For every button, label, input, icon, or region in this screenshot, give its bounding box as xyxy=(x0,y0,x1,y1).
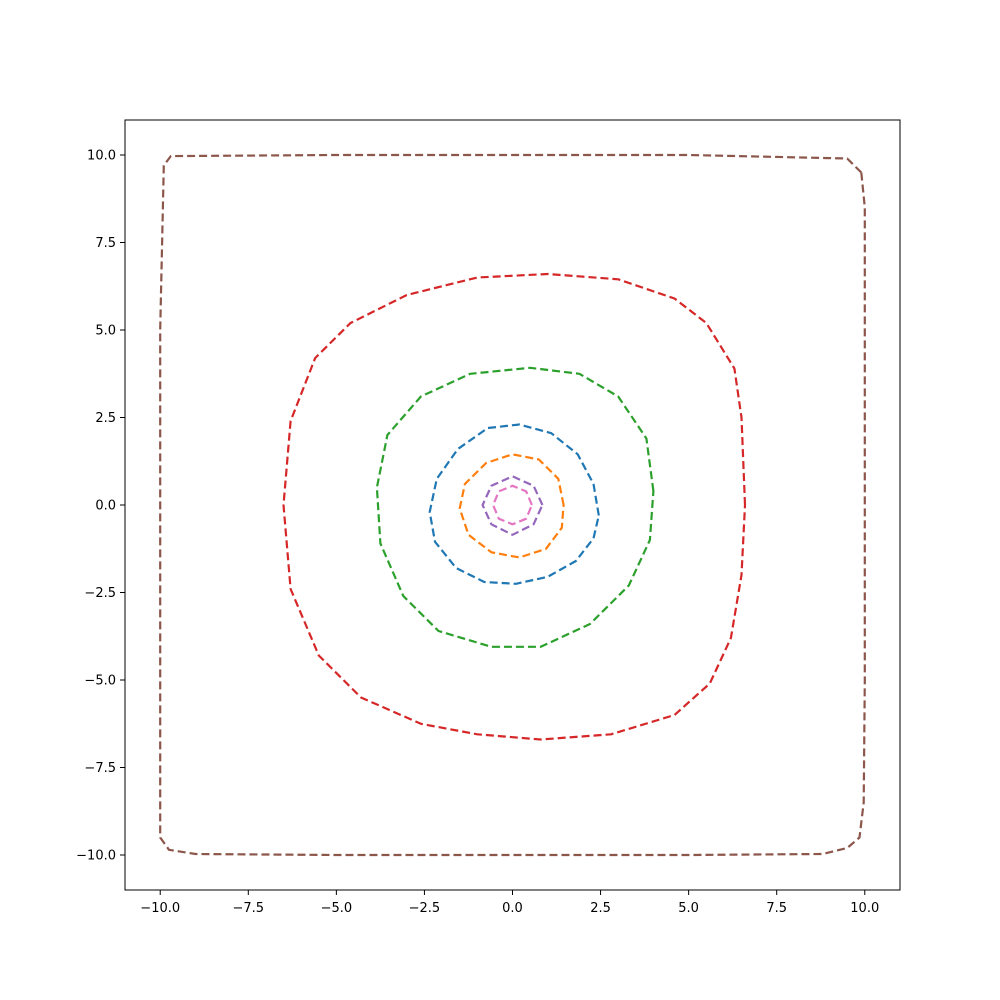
y-tick-label: 5.0 xyxy=(95,324,116,339)
x-tick-label: −2.5 xyxy=(409,901,441,916)
x-tick-label: 0.0 xyxy=(502,901,523,916)
contour-curve-4 xyxy=(282,272,747,741)
x-axis-ticks: −10.0 −7.5 −5.0 −2.5 0.0 2.5 5.0 7.5 10.0 xyxy=(140,890,879,916)
y-tick-label: 7.5 xyxy=(95,236,116,251)
contour-curve-6 xyxy=(159,153,866,857)
x-tick-label: 5.0 xyxy=(678,901,699,916)
y-tick-label: 2.5 xyxy=(95,411,116,426)
y-tick-label: −7.5 xyxy=(84,761,116,776)
y-tick-label: −5.0 xyxy=(84,674,116,689)
y-tick-label: 0.0 xyxy=(95,499,116,514)
y-axis-ticks: −10.0 −7.5 −5.0 −2.5 0.0 2.5 5.0 7.5 10.0 xyxy=(76,149,125,864)
contour-curve-2 xyxy=(458,453,565,559)
contour-curve-7 xyxy=(492,484,533,526)
contour-curve-5 xyxy=(481,475,544,536)
axes-frame xyxy=(124,119,901,891)
curve-layer xyxy=(159,153,866,857)
x-tick-label: 10.0 xyxy=(850,901,879,916)
y-tick-label: −2.5 xyxy=(84,586,116,601)
y-tick-label: −10.0 xyxy=(76,849,116,864)
x-tick-label: −10.0 xyxy=(140,901,180,916)
x-tick-label: 7.5 xyxy=(766,901,787,916)
x-tick-label: −7.5 xyxy=(233,901,265,916)
contour-curve-1 xyxy=(428,423,600,585)
contour-curve-3 xyxy=(375,366,655,648)
x-tick-label: −5.0 xyxy=(321,901,353,916)
x-tick-label: 2.5 xyxy=(590,901,611,916)
y-tick-label: 10.0 xyxy=(87,149,116,164)
